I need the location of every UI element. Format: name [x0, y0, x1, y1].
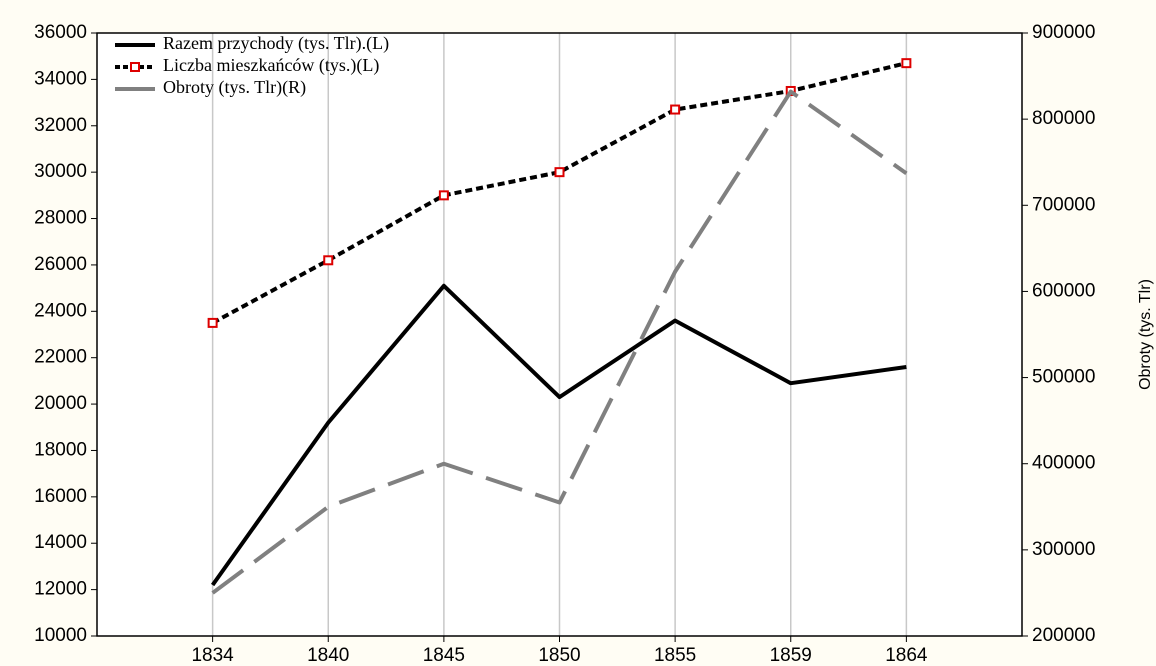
y-tick-label: 34000 [34, 68, 87, 89]
y-tick-label: 26000 [34, 254, 87, 275]
y-tick-label: 20000 [34, 393, 87, 414]
legend-marker [130, 62, 140, 72]
legend-label: Razem przychody (tys. Tlr).(L) [163, 33, 389, 54]
series-line [210, 283, 907, 587]
y-tick-label: 36000 [34, 22, 87, 43]
series-marker [554, 167, 565, 178]
x-tick-label: 1859 [770, 645, 812, 666]
y-tick-label: 10000 [34, 625, 87, 646]
y2-axis-label: Obroty (tys. Tlr) [1137, 279, 1154, 390]
y2-tick-label: 900000 [1032, 22, 1095, 43]
y-tick-label: 32000 [34, 115, 87, 136]
x-tick-label: 1845 [423, 645, 465, 666]
series-line [211, 89, 908, 595]
series-marker [901, 58, 912, 69]
plot-frame [96, 32, 1023, 637]
x-tick-label: 1864 [885, 645, 928, 666]
y-tick-label: 14000 [34, 532, 87, 553]
x-tick-label: 1840 [307, 645, 349, 666]
x-tick-label: 1855 [654, 645, 696, 666]
legend-label: Liczba mieszkańców (tys.)(L) [163, 55, 379, 76]
y-tick-label: 16000 [34, 486, 87, 507]
y2-tick-label: 600000 [1032, 280, 1095, 301]
y2-tick-label: 200000 [1032, 625, 1095, 646]
y-tick-label: 24000 [34, 300, 87, 321]
series-marker [670, 104, 681, 115]
y2-tick-label: 300000 [1032, 539, 1095, 560]
y-tick-label: 28000 [34, 208, 87, 229]
y2-tick-label: 400000 [1032, 453, 1095, 474]
series-marker [207, 317, 218, 328]
y2-tick-label: 800000 [1032, 108, 1095, 129]
y-tick-label: 12000 [34, 579, 87, 600]
y2-tick-label: 500000 [1032, 367, 1095, 388]
series-marker [438, 190, 449, 201]
y-tick-label: 22000 [34, 347, 87, 368]
x-tick-label: 1834 [191, 645, 234, 666]
y2-tick-label: 700000 [1032, 194, 1095, 215]
y-tick-label: 18000 [34, 439, 87, 460]
x-tick-label: 1850 [538, 645, 580, 666]
legend-label: Obroty (tys. Tlr)(R) [163, 77, 306, 98]
series-marker [323, 255, 334, 266]
y-tick-label: 30000 [34, 161, 87, 182]
